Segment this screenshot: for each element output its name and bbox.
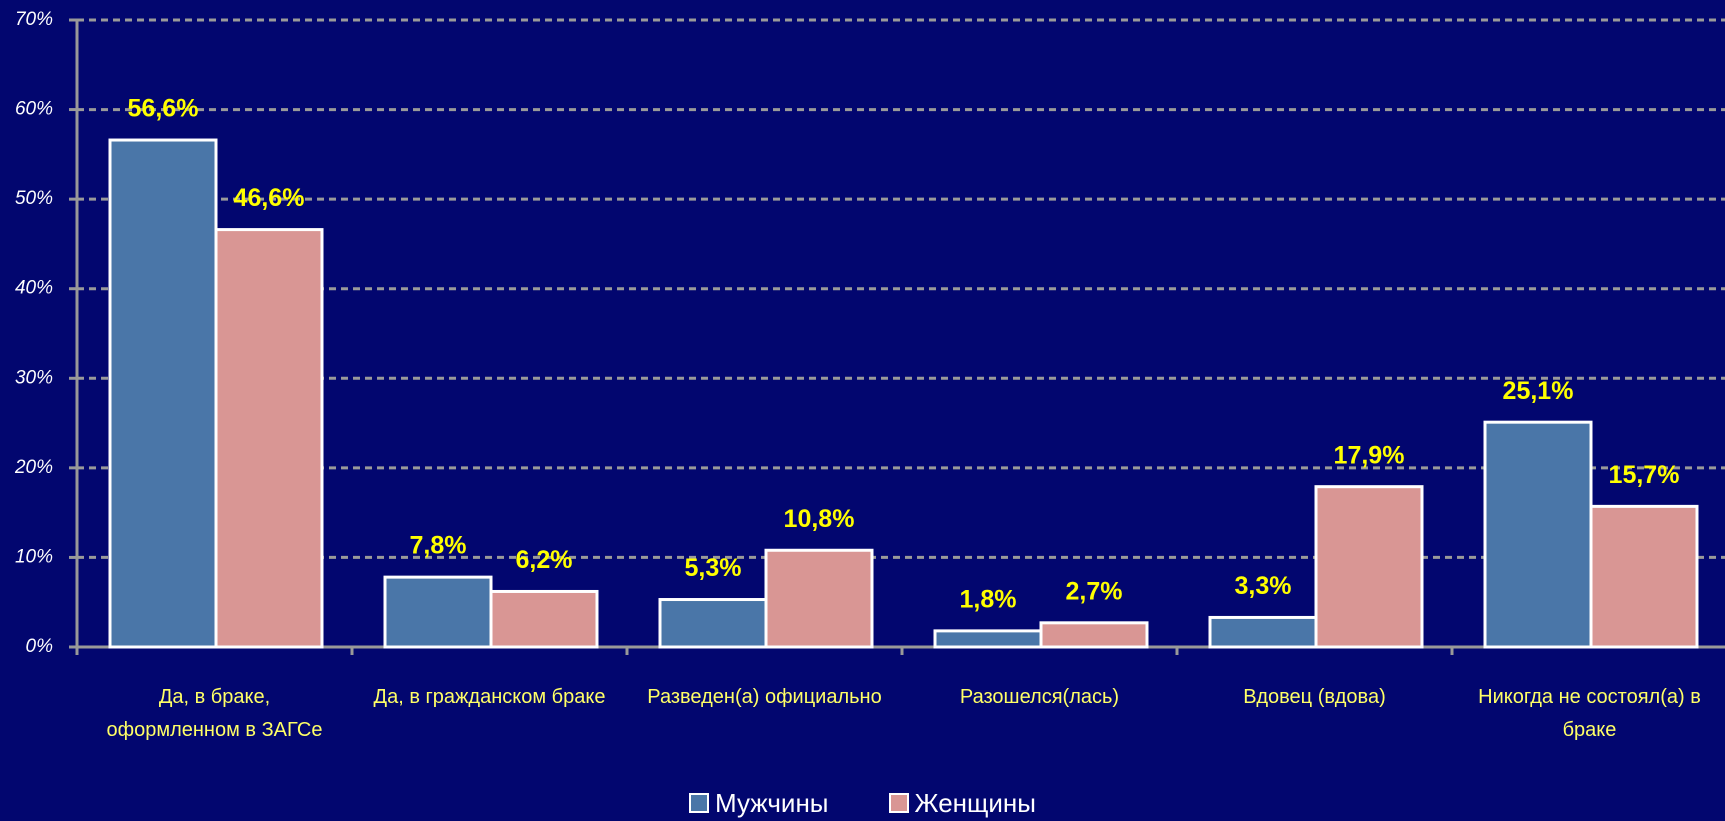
y-tick-label: 0% — [26, 636, 54, 657]
data-label: 17,9% — [1334, 441, 1405, 469]
bar — [1314, 485, 1424, 649]
legend-label: Мужчины — [715, 788, 829, 818]
x-tick-label: Да, в гражданском браке — [373, 686, 606, 708]
x-tick-label: Да, в браке, оформленном в ЗАГСе — [106, 686, 323, 741]
legend-item: Мужчины — [689, 788, 829, 819]
data-label: 5,3% — [685, 554, 742, 582]
data-label: 46,6% — [234, 184, 305, 212]
bar — [1039, 621, 1149, 649]
legend-item: Женщины — [888, 788, 1036, 819]
data-label: 1,8% — [960, 585, 1017, 613]
data-label: 2,7% — [1066, 577, 1123, 605]
x-tick-label: Никогда не состоял(а) в браке — [1478, 686, 1701, 741]
bar — [933, 629, 1043, 649]
y-tick-label: 40% — [15, 278, 53, 299]
x-tick-label: Вдовец (вдова) — [1243, 686, 1386, 708]
bar — [658, 598, 768, 649]
data-label: 3,3% — [1235, 572, 1292, 600]
bar — [1208, 615, 1318, 649]
legend-swatch — [689, 793, 710, 813]
bar — [214, 228, 324, 649]
data-label: 10,8% — [784, 505, 855, 533]
x-tick-label: Разошелся(лась) — [959, 686, 1120, 708]
legend: Мужчины Женщины — [0, 788, 1725, 819]
legend-label: Женщины — [914, 788, 1036, 818]
y-tick-label: 60% — [15, 99, 53, 120]
y-tick-label: 70% — [15, 9, 53, 30]
y-tick-label: 50% — [15, 188, 53, 209]
data-label: 15,7% — [1609, 461, 1680, 489]
y-tick-label: 30% — [15, 367, 53, 388]
data-label: 56,6% — [128, 95, 199, 123]
bar — [1483, 420, 1593, 649]
bar — [108, 138, 218, 649]
y-tick-label: 10% — [15, 546, 53, 567]
y-tick-label: 20% — [14, 457, 53, 478]
data-label: 7,8% — [410, 532, 467, 560]
bar — [489, 589, 599, 649]
data-label: 25,1% — [1503, 377, 1574, 405]
bar — [1589, 504, 1699, 649]
bar — [764, 548, 874, 649]
legend-swatch — [888, 793, 909, 813]
bar — [383, 575, 493, 649]
data-label: 6,2% — [516, 546, 573, 574]
x-tick-label: Разведен(а) официально — [647, 686, 882, 708]
